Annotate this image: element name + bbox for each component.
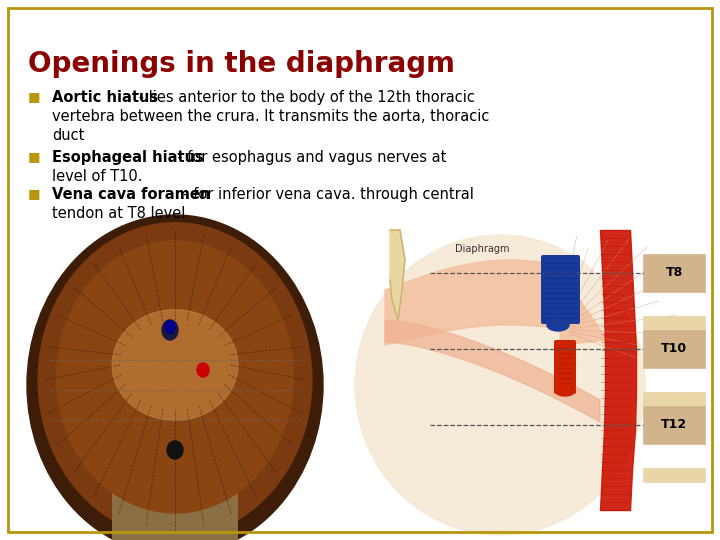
Ellipse shape xyxy=(355,235,645,535)
Bar xyxy=(643,392,705,406)
Polygon shape xyxy=(385,320,600,422)
Text: T12: T12 xyxy=(661,418,687,431)
Text: Esophageal hiatus: Esophageal hiatus xyxy=(52,150,204,165)
Bar xyxy=(643,406,705,444)
Ellipse shape xyxy=(27,215,323,540)
Text: Aortic hiatus: Aortic hiatus xyxy=(52,90,158,105)
Bar xyxy=(643,330,705,368)
Text: - for esophagus and vagus nerves at: - for esophagus and vagus nerves at xyxy=(168,150,446,165)
Ellipse shape xyxy=(167,441,183,459)
FancyBboxPatch shape xyxy=(541,255,580,324)
Ellipse shape xyxy=(162,320,178,340)
Ellipse shape xyxy=(556,388,574,396)
Polygon shape xyxy=(385,260,608,345)
Text: tendon at T8 level: tendon at T8 level xyxy=(52,206,185,221)
Ellipse shape xyxy=(547,319,569,331)
Text: T10: T10 xyxy=(661,342,687,355)
Text: vertebra between the crura. It transmits the aorta, thoracic: vertebra between the crura. It transmits… xyxy=(52,109,490,124)
Text: ■: ■ xyxy=(28,150,40,163)
Text: Vena cava foramen: Vena cava foramen xyxy=(52,187,210,202)
Bar xyxy=(643,316,705,330)
Text: - for inferior vena cava. through central: - for inferior vena cava. through centra… xyxy=(174,187,474,202)
Text: ■: ■ xyxy=(28,187,40,200)
Text: Diaphragm: Diaphragm xyxy=(455,244,510,254)
Ellipse shape xyxy=(112,310,238,420)
Ellipse shape xyxy=(165,321,175,334)
Polygon shape xyxy=(390,230,405,320)
Bar xyxy=(643,468,705,482)
FancyBboxPatch shape xyxy=(554,340,576,394)
Text: Openings in the diaphragm: Openings in the diaphragm xyxy=(28,50,455,78)
Ellipse shape xyxy=(38,222,312,537)
Ellipse shape xyxy=(57,241,294,513)
Text: - lies anterior to the body of the 12th thoracic: - lies anterior to the body of the 12th … xyxy=(134,90,475,105)
Text: duct: duct xyxy=(52,128,84,143)
Ellipse shape xyxy=(197,363,209,377)
Bar xyxy=(643,254,705,292)
Text: ■: ■ xyxy=(28,90,40,103)
Text: level of T10.: level of T10. xyxy=(52,169,143,184)
Text: T8: T8 xyxy=(665,267,683,280)
FancyBboxPatch shape xyxy=(112,482,238,540)
